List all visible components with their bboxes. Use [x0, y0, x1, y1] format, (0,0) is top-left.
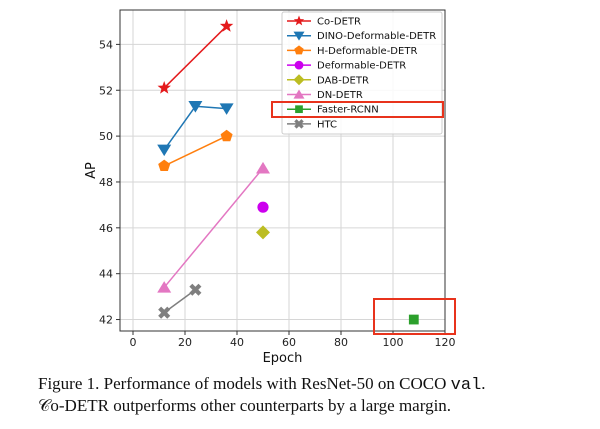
y-tick-label: 52 — [99, 84, 113, 97]
x-axis-label: Epoch — [263, 351, 303, 366]
figure-caption-line1: Figure 1. Performance of models with Res… — [38, 374, 486, 395]
x-tick-label: 60 — [282, 336, 296, 349]
x-tick-label: 80 — [334, 336, 348, 349]
series-line-dn-detr — [163, 167, 264, 288]
x-tick-label: 120 — [435, 336, 456, 349]
legend-label: DAB-DETR — [317, 75, 369, 86]
data-point-dino-deformable-detr — [188, 101, 203, 113]
highlight-box-legend — [271, 101, 444, 118]
legend-label: Co-DETR — [317, 17, 361, 28]
y-tick-label: 44 — [99, 268, 113, 281]
data-point-htc — [189, 283, 202, 296]
series-line-dino-deformable-detr — [163, 105, 227, 151]
x-tick-label: 20 — [178, 336, 192, 349]
legend-marker — [295, 105, 303, 114]
data-point-dino-deformable-detr — [157, 144, 172, 157]
x-tick-label: 40 — [230, 336, 244, 349]
legend: Co-DETR DINO-Deformable-DETR H-Deformable-… — [281, 11, 443, 135]
legend-label: DINO-Deformable-DETR — [317, 31, 436, 42]
legend-box — [281, 11, 443, 135]
x-tick-label: 100 — [383, 336, 404, 349]
data-point-dn-detr — [256, 161, 270, 174]
data-point-h-deformable-detr — [220, 129, 233, 142]
marker-stroke — [189, 283, 202, 296]
legend-marker — [294, 119, 304, 129]
y-axis-label: AP — [84, 162, 99, 179]
highlight-box-point — [373, 298, 456, 335]
legend-label: Deformable-DETR — [317, 61, 406, 72]
caption-code: val — [450, 376, 482, 395]
plot-frame — [119, 9, 446, 332]
legend-label: HTC — [317, 119, 337, 130]
series-line-co-detr — [163, 25, 228, 89]
x-tick-label: 0 — [130, 336, 137, 349]
data-point-faster-rcnn — [408, 314, 419, 325]
legend-label: DN-DETR — [317, 90, 363, 101]
data-point-dn-detr — [157, 281, 172, 293]
data-point-co-detr — [219, 19, 234, 32]
figure-caption-line2: 𝒞o-DETR outperforms other counterparts b… — [38, 396, 452, 415]
legend-label: H-Deformable-DETR — [317, 46, 417, 57]
y-tick-label: 42 — [99, 314, 113, 327]
series-line-h-deformable-detr — [163, 135, 227, 167]
data-point-co-detr — [157, 81, 171, 94]
legend-marker — [293, 89, 305, 99]
legend-marker — [294, 45, 304, 55]
data-point-deformable-detr — [257, 201, 269, 213]
data-point-dino-deformable-detr — [219, 103, 234, 115]
caption-period: . — [481, 374, 486, 393]
legend-marker — [293, 31, 305, 41]
legend-marker — [293, 74, 305, 86]
y-tick-label: 48 — [99, 176, 113, 189]
data-point-h-deformable-detr — [158, 159, 171, 171]
y-tick-label: 54 — [99, 38, 113, 51]
data-point-htc — [158, 306, 171, 319]
y-tick-label: 50 — [99, 130, 113, 143]
caption-text: Figure 1. Performance of models with Res… — [38, 374, 451, 393]
data-point-dab-detr — [256, 225, 270, 240]
legend-marker — [293, 15, 305, 26]
legend-label: Faster-RCNN — [317, 105, 379, 116]
y-tick-label: 46 — [99, 222, 113, 235]
marker-stroke — [158, 306, 171, 319]
legend-marker — [294, 60, 304, 70]
marker-stroke — [294, 119, 304, 129]
